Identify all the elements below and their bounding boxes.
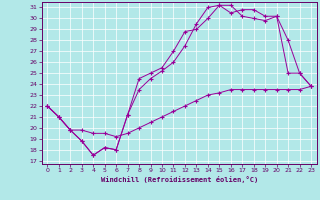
X-axis label: Windchill (Refroidissement éolien,°C): Windchill (Refroidissement éolien,°C) bbox=[100, 176, 258, 183]
